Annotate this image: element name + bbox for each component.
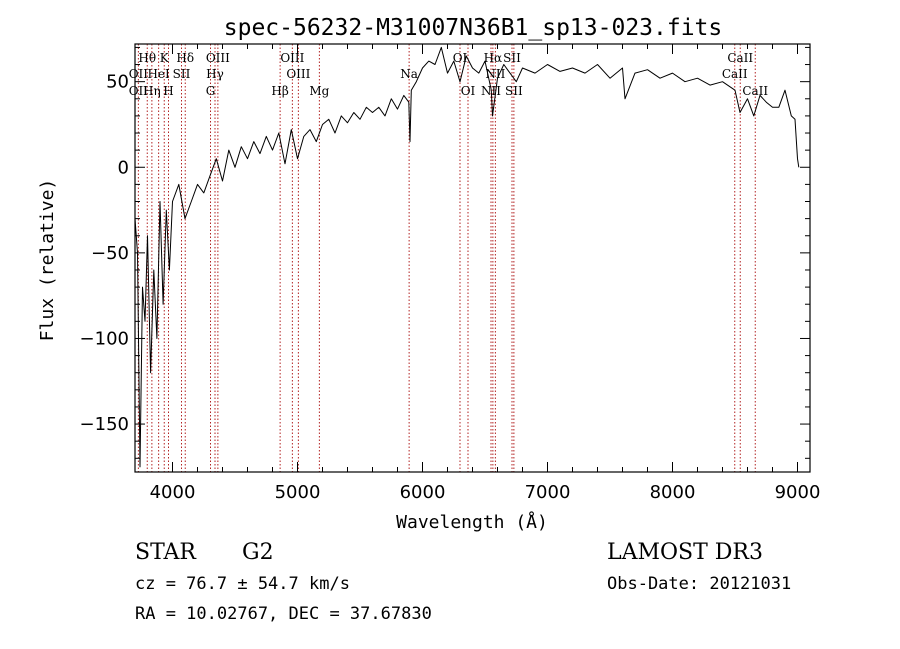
line-label-0: Hθ xyxy=(138,51,156,65)
y-tick-label: −150 xyxy=(80,414,129,435)
x-tick-label: 4000 xyxy=(150,482,196,503)
line-label-21: Hβ xyxy=(271,84,288,98)
line-label-7: SII xyxy=(503,51,521,65)
line-label-16: CaII xyxy=(722,67,748,81)
line-label-20: G xyxy=(206,84,216,98)
line-label-24: NII xyxy=(481,84,501,98)
line-label-19: H xyxy=(163,84,173,98)
line-label-14: Na xyxy=(400,67,418,81)
spectral-line-markers xyxy=(137,44,756,472)
plot-frame xyxy=(134,43,811,473)
x-tick-label: 9000 xyxy=(775,482,821,503)
observation-date: Obs-Date: 20121031 xyxy=(607,574,792,594)
line-label-17: OII xyxy=(129,84,149,98)
y-tick-label: 0 xyxy=(118,157,129,178)
line-label-18: Hη xyxy=(143,84,161,98)
object-type: STAR xyxy=(135,540,196,565)
y-tick-label: −100 xyxy=(80,328,129,349)
spectrum-series xyxy=(134,46,800,468)
x-axis-label: Wavelength (Å) xyxy=(396,511,548,533)
line-label-5: OI xyxy=(453,51,468,65)
line-label-11: SII xyxy=(173,67,191,81)
y-tick-label: 50 xyxy=(106,72,129,93)
y-axis-label: Flux (relative) xyxy=(37,179,58,342)
line-label-3: OIII xyxy=(206,51,230,65)
x-tick-label: 6000 xyxy=(400,482,446,503)
line-label-2: Hδ xyxy=(176,51,194,65)
flux-series-line xyxy=(134,46,800,468)
y-tick-label: −50 xyxy=(91,243,129,264)
line-label-9: OII xyxy=(129,67,149,81)
line-label-10: HeI xyxy=(147,67,170,81)
redshift-readout: cz = 76.7 ± 54.7 km/s xyxy=(135,574,350,594)
line-label-12: Hγ xyxy=(206,67,224,81)
x-tick-label: 7000 xyxy=(525,482,571,503)
survey-name: LAMOST DR3 xyxy=(607,540,763,565)
line-label-6: Hα xyxy=(484,51,503,65)
line-label-25: SII xyxy=(505,84,523,98)
x-tick-label: 5000 xyxy=(275,482,321,503)
line-label-26: CaII xyxy=(742,84,768,98)
line-label-23: OI xyxy=(461,84,476,98)
x-tick-label: 8000 xyxy=(650,482,696,503)
line-label-13: OIII xyxy=(286,67,310,81)
line-label-22: Mg xyxy=(309,84,329,98)
chart-title: spec-56232-M31007N36B1_sp13-023.fits xyxy=(224,15,723,41)
spectral-subclass: G2 xyxy=(242,540,274,565)
line-label-15: NII xyxy=(485,67,505,81)
coordinates: RA = 10.02767, DEC = 37.67830 xyxy=(135,604,432,624)
line-label-4: OIII xyxy=(280,51,304,65)
line-label-8: CaII xyxy=(727,51,753,65)
line-label-1: K xyxy=(160,51,170,65)
axes: 4000 5000 6000 7000 8000 9000 −150 −100 −50 0 50 xyxy=(80,44,821,503)
